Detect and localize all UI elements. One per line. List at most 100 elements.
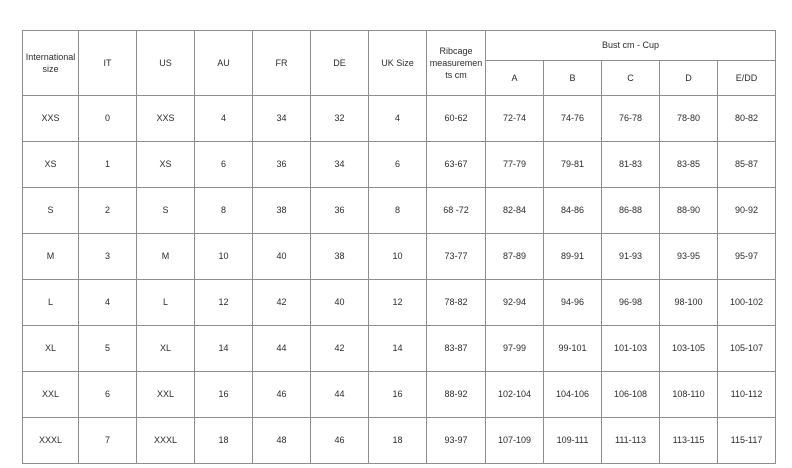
cell-us: XS	[136, 141, 195, 188]
cell-cup-edd: 105-107	[716, 325, 777, 372]
cell-cup-b: 94-96	[543, 279, 602, 326]
cell-cup-d: 113-115	[659, 417, 718, 464]
cell-us: L	[136, 279, 195, 326]
cell-it: 4	[78, 279, 137, 326]
column-header-de: DE	[310, 30, 369, 96]
cell-international-size: XL	[22, 325, 79, 372]
cell-de: 42	[310, 325, 369, 372]
table-header: International size IT US AU FR DE UK Siz…	[22, 30, 777, 96]
table-row: S 2 S 8 38 36 8 68 -72 82-84 84-86 86-88 88-90 90-92	[22, 187, 777, 234]
cell-cup-b: 104-106	[543, 371, 602, 418]
cell-de: 34	[310, 141, 369, 188]
cell-fr: 48	[252, 417, 311, 464]
cell-cup-c: 91-93	[601, 233, 660, 280]
cell-cup-c: 96-98	[601, 279, 660, 326]
column-header-cup-edd: E/DD	[716, 60, 777, 96]
cell-it: 7	[78, 417, 137, 464]
cell-it: 5	[78, 325, 137, 372]
cell-international-size: XS	[22, 141, 79, 188]
cell-cup-d: 83-85	[659, 141, 718, 188]
cell-international-size: XXL	[22, 371, 79, 418]
cell-cup-a: 97-99	[485, 325, 544, 372]
cell-cup-d: 98-100	[659, 279, 718, 326]
cell-fr: 38	[252, 187, 311, 234]
cell-fr: 40	[252, 233, 311, 280]
cell-cup-c: 81-83	[601, 141, 660, 188]
cell-au: 4	[194, 95, 253, 142]
column-header-international-size: International size	[22, 30, 79, 96]
cell-cup-a: 82-84	[485, 187, 544, 234]
cell-cup-d: 78-80	[659, 95, 718, 142]
cell-us: XXL	[136, 371, 195, 418]
cell-cup-a: 102-104	[485, 371, 544, 418]
cell-international-size: L	[22, 279, 79, 326]
cell-cup-b: 99-101	[543, 325, 602, 372]
column-header-ribcage-measurements: Ribcage measurements cm	[426, 30, 486, 96]
cell-cup-c: 86-88	[601, 187, 660, 234]
size-chart-table: International size IT US AU FR DE UK Siz…	[22, 30, 777, 464]
table-row: XL 5 XL 14 44 42 14 83-87 97-99 99-101 101-103 103-…	[22, 325, 777, 372]
cell-uk-size: 14	[368, 325, 427, 372]
column-header-us: US	[136, 30, 195, 96]
table-row: XXL 6 XXL 16 46 44 16 88-92 102-104 104-106 106-10…	[22, 371, 777, 418]
cell-ribcage: 73-77	[426, 233, 486, 280]
cell-cup-b: 74-76	[543, 95, 602, 142]
column-header-fr: FR	[252, 30, 311, 96]
cell-cup-b: 84-86	[543, 187, 602, 234]
cell-au: 6	[194, 141, 253, 188]
cell-cup-edd: 95-97	[716, 233, 777, 280]
table-row: XS 1 XS 6 36 34 6 63-67 77-79 79-81 81-83 83-85 85-8…	[22, 141, 777, 188]
cell-cup-edd: 100-102	[716, 279, 777, 326]
cell-cup-d: 88-90	[659, 187, 718, 234]
cell-cup-b: 89-91	[543, 233, 602, 280]
cell-ribcage: 63-67	[426, 141, 486, 188]
cell-cup-b: 109-111	[543, 417, 602, 464]
cell-fr: 44	[252, 325, 311, 372]
column-group-header-bust-cup: Bust cm - Cup	[484, 30, 777, 61]
cell-cup-a: 87-89	[485, 233, 544, 280]
column-header-uk-size: UK Size	[368, 30, 427, 96]
cell-cup-c: 76-78	[601, 95, 660, 142]
column-header-cup-d: D	[659, 60, 718, 96]
cell-cup-d: 108-110	[659, 371, 718, 418]
table-row: XXXL 7 XXXL 18 48 46 18 93-97 107-109 109-111 111-…	[22, 417, 777, 464]
cell-de: 38	[310, 233, 369, 280]
cell-international-size: XXXL	[22, 417, 79, 464]
column-header-au: AU	[194, 30, 253, 96]
cell-cup-c: 106-108	[601, 371, 660, 418]
cell-uk-size: 6	[368, 141, 427, 188]
cell-au: 10	[194, 233, 253, 280]
cell-de: 44	[310, 371, 369, 418]
cell-uk-size: 12	[368, 279, 427, 326]
cell-de: 40	[310, 279, 369, 326]
column-header-cup-b: B	[543, 60, 602, 96]
cell-it: 1	[78, 141, 137, 188]
cell-cup-a: 72-74	[485, 95, 544, 142]
column-header-cup-c: C	[601, 60, 660, 96]
cell-fr: 46	[252, 371, 311, 418]
cell-ribcage: 93-97	[426, 417, 486, 464]
cell-international-size: M	[22, 233, 79, 280]
cell-us: S	[136, 187, 195, 234]
cell-us: M	[136, 233, 195, 280]
table-body: XXS 0 XXS 4 34 32 4 60-62 72-74 74-76 76-78 78-80 80…	[22, 95, 777, 464]
cell-us: XL	[136, 325, 195, 372]
cell-au: 12	[194, 279, 253, 326]
cell-cup-d: 93-95	[659, 233, 718, 280]
cell-us: XXXL	[136, 417, 195, 464]
cell-ribcage: 78-82	[426, 279, 486, 326]
cell-cup-edd: 110-112	[716, 371, 777, 418]
cell-au: 14	[194, 325, 253, 372]
cell-de: 36	[310, 187, 369, 234]
cell-international-size: XXS	[22, 95, 79, 142]
cell-de: 46	[310, 417, 369, 464]
cell-uk-size: 8	[368, 187, 427, 234]
cell-cup-edd: 90-92	[716, 187, 777, 234]
cell-fr: 42	[252, 279, 311, 326]
cell-uk-size: 4	[368, 95, 427, 142]
cell-uk-size: 10	[368, 233, 427, 280]
cell-cup-edd: 80-82	[716, 95, 777, 142]
cell-it: 0	[78, 95, 137, 142]
cell-us: XXS	[136, 95, 195, 142]
table-row: L 4 L 12 42 40 12 78-82 92-94 94-96 96-98 98-100 100…	[22, 279, 777, 326]
